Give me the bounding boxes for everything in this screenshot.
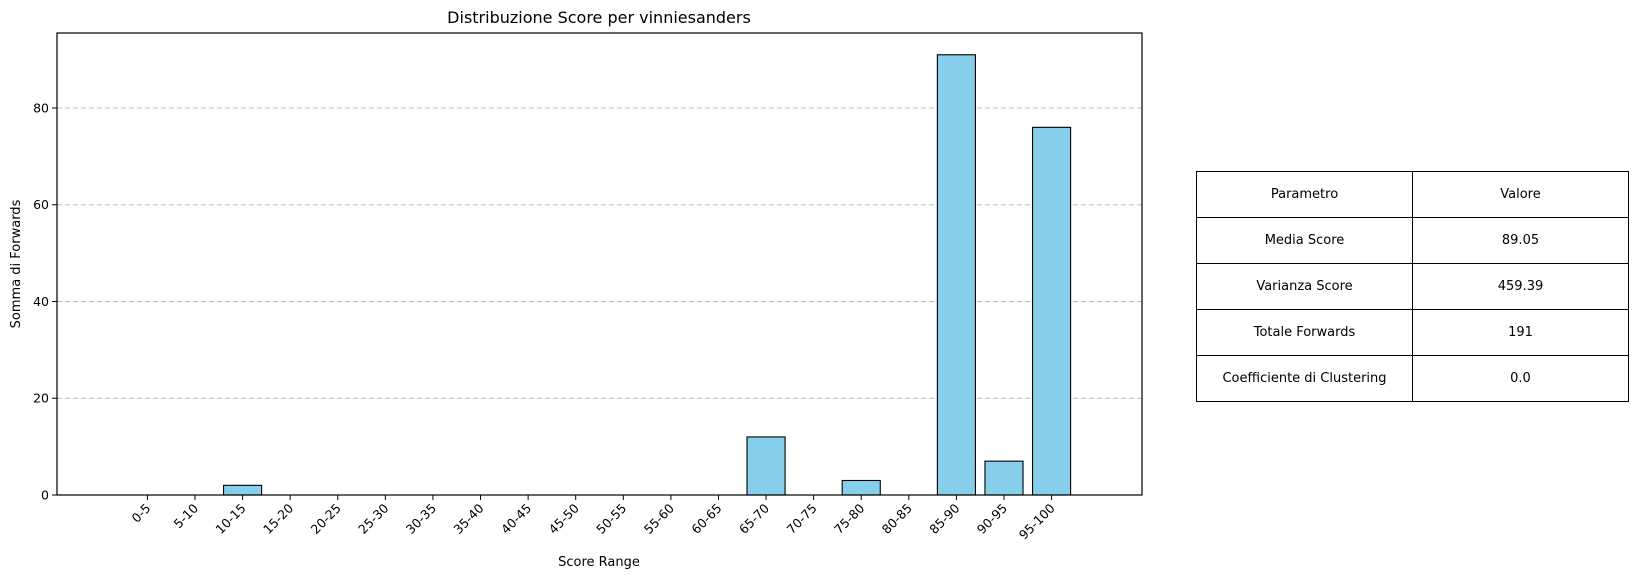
- y-axis-label: Somma di Forwards: [9, 199, 24, 328]
- bar: [746, 436, 786, 496]
- x-axis: 0-5 5-10 10-15 15-20 20-25 25-30 30-35 35-40 40-…: [128, 495, 1058, 542]
- x-axis-label: Score Range: [558, 555, 640, 570]
- x-tick-label: 35-40: [450, 500, 486, 536]
- x-tick-label: 30-35: [403, 501, 439, 537]
- grid-layer: [57, 107, 1142, 399]
- x-tick-label: 60-65: [688, 501, 724, 537]
- bars-layer: [223, 54, 1072, 496]
- bar: [936, 54, 976, 496]
- table-row: Media Score 89.05: [1196, 217, 1629, 264]
- table-header-cell: Valore: [1412, 171, 1629, 218]
- table-header-row: Parametro Valore: [1196, 171, 1629, 218]
- x-tick-label: 80-85: [879, 501, 915, 537]
- x-tick-label: 55-60: [641, 500, 677, 536]
- bar: [984, 460, 1024, 496]
- chart-title: Distribuzione Score per vinniesanders: [447, 8, 751, 27]
- table-cell: 459.39: [1412, 263, 1629, 310]
- y-axis: 0 20 40 60 80: [33, 100, 57, 503]
- x-tick-label: 90-95: [974, 501, 1010, 537]
- table-cell: Coefficiente di Clustering: [1196, 355, 1413, 402]
- x-tick-label: 25-30: [355, 500, 391, 536]
- bar: [223, 484, 263, 496]
- x-tick-label: 75-80: [831, 500, 867, 536]
- y-tick-label: 60: [33, 197, 49, 212]
- x-tick-label: 45-50: [546, 500, 582, 536]
- y-tick-label: 0: [41, 488, 49, 503]
- x-tick-label: 10-15: [212, 501, 248, 537]
- stats-table: Parametro Valore Media Score 89.05 Varia…: [1196, 171, 1629, 402]
- x-tick-label: 50-55: [593, 501, 629, 537]
- table-header-cell: Parametro: [1196, 171, 1413, 218]
- x-tick-label: 65-70: [736, 500, 772, 536]
- y-tick-label: 80: [33, 100, 49, 115]
- x-tick-label: 70-75: [783, 501, 819, 537]
- table-cell: 89.05: [1412, 217, 1629, 264]
- y-tick-label: 40: [33, 294, 49, 309]
- x-tick-label: 95-100: [1016, 500, 1058, 542]
- plot-frame: [56, 32, 1143, 496]
- x-tick-label: 0-5: [128, 501, 153, 526]
- table-cell: Varianza Score: [1196, 263, 1413, 310]
- table-row: Coefficiente di Clustering 0.0: [1196, 355, 1629, 402]
- table-cell: 191: [1412, 309, 1629, 356]
- x-tick-label: 20-25: [308, 501, 344, 537]
- table-row: Totale Forwards 191: [1196, 309, 1629, 356]
- x-tick-label: 15-20: [260, 500, 296, 536]
- x-tick-label: 40-45: [498, 501, 534, 537]
- table-cell: 0.0: [1412, 355, 1629, 402]
- x-tick-label: 5-10: [170, 500, 201, 531]
- y-tick-label: 20: [33, 391, 49, 406]
- table-row: Varianza Score 459.39: [1196, 263, 1629, 310]
- bar: [841, 479, 881, 496]
- table-cell: Totale Forwards: [1196, 309, 1413, 356]
- x-tick-label: 85-90: [926, 500, 962, 536]
- bar: [1031, 126, 1072, 496]
- table-cell: Media Score: [1196, 217, 1413, 264]
